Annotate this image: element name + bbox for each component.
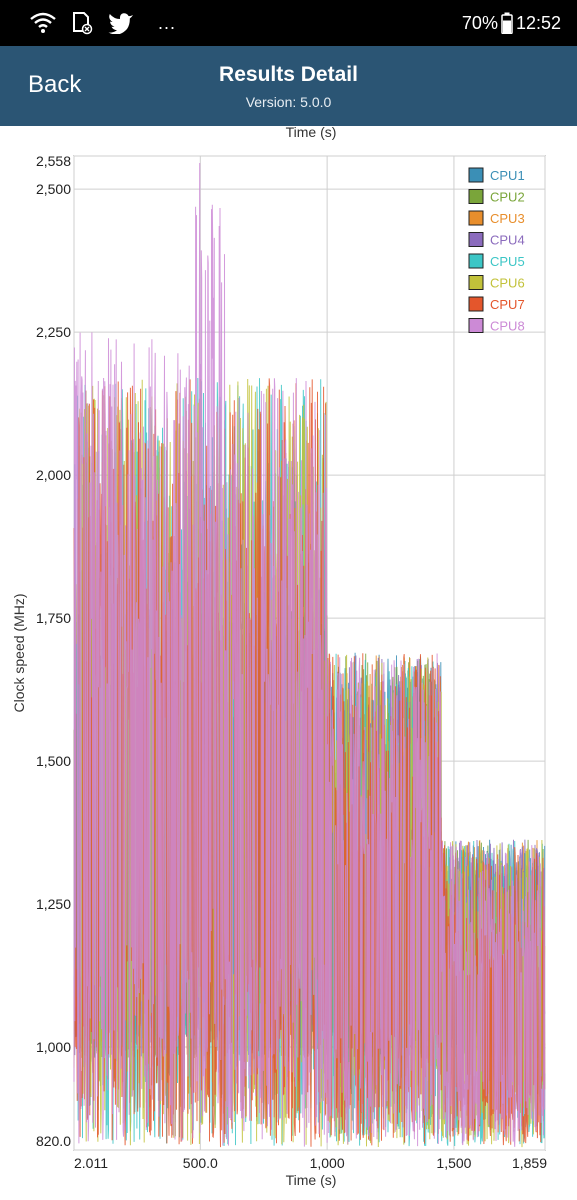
battery-icon [501,12,513,34]
y-tick-label: 1,000 [36,1039,71,1055]
legend-item-cpu8: CPU8 [468,318,525,334]
legend-label: CPU8 [490,319,525,334]
legend-swatch [468,167,484,183]
legend-item-cpu1: CPU1 [468,167,525,183]
twitter-icon [108,13,133,34]
clock-time: 12:52 [515,12,561,33]
version-text: Version: 5.0.0 [245,94,332,110]
legend-label: CPU7 [490,297,525,312]
clock-speed-chart: Time (s) 820.0 1,000 1,250 1,500 1,750 2,000 2… [11,126,547,1188]
legend-item-cpu7: CPU7 [468,296,525,312]
legend-swatch [468,275,484,290]
sd-card-icon [73,12,93,35]
battery-percent: 70% [461,12,498,33]
wifi-icon [30,12,56,33]
legend-item-cpu5: CPU5 [468,253,525,269]
y-tick-label: 1,750 [36,610,71,626]
x-tick-label: 2.011 [74,1155,108,1171]
x-tick-label: 1,000 [310,1155,345,1171]
legend-item-cpu2: CPU2 [468,189,525,205]
legend-swatch [468,253,484,269]
series-lines [73,162,546,1148]
x-tick-label: 1,859 [512,1155,547,1171]
more-notifications-text: ... [158,12,177,33]
x-axis-ticks: 2.011 500.0 1,000 1,500 1,859 [74,1155,547,1171]
legend-swatch [468,189,484,204]
legend-swatch [468,210,484,226]
y-tick-label: 1,250 [36,896,71,912]
app-bar: Back Results Detail Version: 5.0.0 [0,46,577,126]
series-line-cpu8 [73,162,546,1147]
legend-label: CPU2 [490,190,525,205]
x-axis-title: Time (s) [286,1172,337,1188]
back-button[interactable]: Back [28,71,82,98]
chart-legend: CPU1 CPU2 CPU3 CPU4 CPU5 CPU6 CPU7 CPU8 [468,167,525,334]
y-tick-label: 2,500 [36,181,71,197]
legend-label: CPU4 [490,233,525,248]
x-tick-label: 500.0 [183,1155,218,1171]
legend-swatch [468,318,484,333]
y-axis-ticks: 820.0 1,000 1,250 1,500 1,750 2,000 2,250 2,500… [36,153,71,1149]
legend-label: CPU6 [490,276,525,291]
x-tick-label: 1,500 [436,1155,471,1171]
y-tick-label: 820.0 [36,1133,71,1149]
y-tick-label: 2,558 [36,153,71,169]
legend-label: CPU3 [490,211,525,226]
legend-label: CPU5 [490,254,525,269]
y-axis-title: Clock speed (MHz) [11,593,27,712]
legend-label: CPU1 [490,168,525,183]
legend-item-cpu6: CPU6 [468,275,525,291]
legend-swatch [468,296,484,312]
y-tick-label: 2,250 [36,324,71,340]
legend-item-cpu3: CPU3 [468,210,525,226]
legend-swatch [468,232,484,247]
legend-item-cpu4: CPU4 [468,232,525,248]
page-title: Results Detail [219,63,358,86]
status-bar: ... 70% 12:52 [0,0,577,46]
y-tick-label: 2,000 [36,467,71,483]
y-tick-label: 1,500 [36,753,71,769]
x-axis-title-top: Time (s) [286,126,337,140]
